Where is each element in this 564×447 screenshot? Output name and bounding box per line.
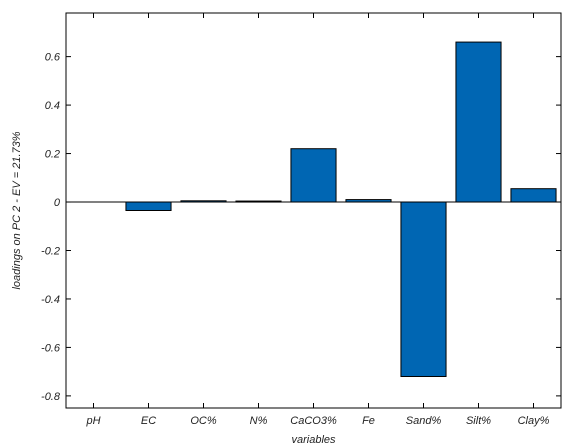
- bar-silt-: [455, 41, 502, 203]
- y-tick-label: 0.2: [45, 149, 60, 161]
- y-tick-label: -0.4: [41, 294, 60, 306]
- y-tick-label: -0.6: [41, 342, 61, 354]
- x-tick-label: OC%: [190, 415, 217, 427]
- x-tick-label: Silt%: [466, 415, 491, 427]
- x-tick-label: Clay%: [518, 415, 550, 427]
- x-axis-label: variables: [291, 434, 336, 446]
- x-tick-label: N%: [250, 415, 268, 427]
- y-tick-label: 0.4: [45, 100, 60, 112]
- x-tick-label: CaCO3%: [290, 415, 337, 427]
- y-tick-label: -0.8: [41, 391, 61, 403]
- y-axis-ticks: -0.8 -0.6 -0.4 -0.2 0 0.2 0.4 0.6: [41, 52, 561, 403]
- bar-ec: [125, 201, 172, 211]
- y-tick-label: -0.2: [41, 245, 60, 257]
- x-axis-ticks: pH EC OC% N% CaCO3% Fe Sand% Silt% Clay%: [85, 13, 550, 427]
- bar-fe: [345, 199, 392, 203]
- y-tick-label: 0.6: [45, 52, 61, 64]
- y-axis-label: loadings on PC 2 - EV = 21.73%: [11, 131, 23, 289]
- x-tick-label: pH: [85, 415, 100, 427]
- bar-n-: [235, 200, 282, 203]
- y-tick-label: 0: [54, 197, 61, 209]
- bar-clay-: [510, 188, 557, 203]
- bars-group: [125, 41, 557, 377]
- bar-sand-: [400, 201, 447, 377]
- bar-oc-: [180, 200, 227, 203]
- bar-caco3-: [290, 148, 337, 203]
- x-tick-label: Fe: [362, 415, 375, 427]
- x-tick-label: Sand%: [406, 415, 442, 427]
- x-tick-label: EC: [141, 415, 156, 427]
